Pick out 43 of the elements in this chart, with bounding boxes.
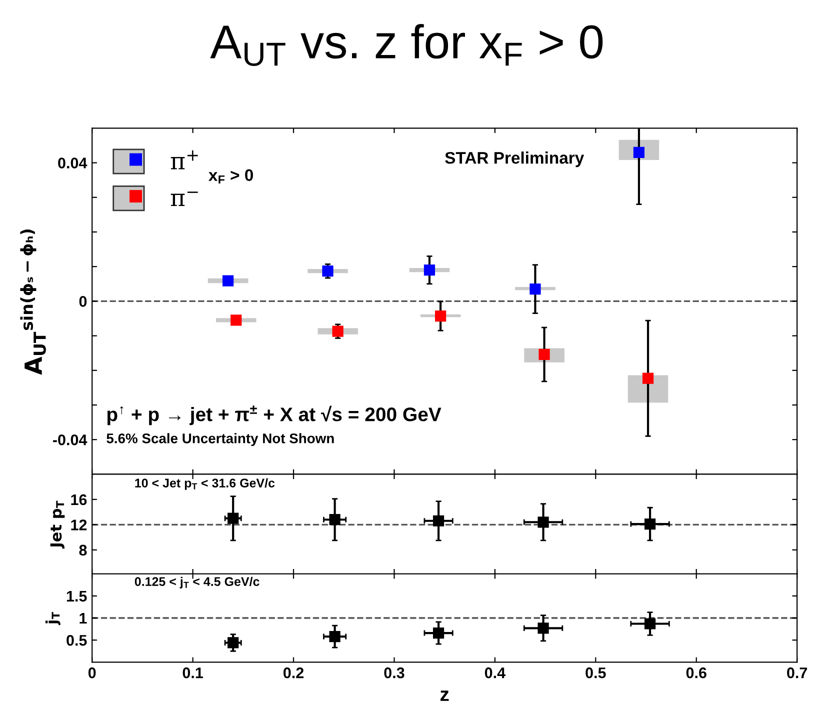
legend-label: π$^{−}$ (170, 192, 198, 206)
y-tick-label: 1 (80, 613, 87, 624)
point (329, 631, 340, 642)
point (228, 637, 239, 648)
annotation: 5.6% Scale Uncertainty Not Shown (106, 433, 334, 446)
x-tick-label: 0 (88, 667, 96, 678)
annotation: STAR Preliminary (445, 152, 584, 168)
annotation: 10 < Jet p$_{T}$ < 31.6 GeV/c (135, 478, 275, 490)
y-tick-label: 1.5 (66, 590, 87, 602)
y-tick-label: 0.04 (58, 158, 88, 168)
x-tick-label: 0.4 (484, 667, 506, 678)
y-axis-title: Jet p$_{T}$ (50, 500, 65, 549)
y-axis-title: j$_{T}$ (45, 612, 60, 626)
point (530, 284, 541, 295)
y-tick-label: 0.5 (66, 634, 87, 646)
x-tick-label: 0.7 (787, 667, 808, 678)
point (538, 622, 549, 634)
y-axis-title: A$_{UT}$$^{sin(ϕₛ−ϕₕ)}$ (20, 230, 46, 375)
y-tick-label: 12 (71, 520, 87, 530)
x-axis-title: z (440, 690, 449, 701)
annotation: x$_{F}$ > 0 (208, 169, 253, 184)
point (322, 266, 334, 277)
x-tick-label: 0.6 (686, 667, 706, 678)
y-tick-label: 16 (71, 494, 87, 506)
y-tick-label: -0.04 (53, 434, 88, 446)
x-tick-label: 0.5 (586, 667, 606, 678)
point (644, 618, 656, 630)
point (222, 275, 234, 286)
x-tick-label: 0.2 (284, 667, 304, 678)
y-tick-label: 8 (79, 544, 87, 556)
chart-title: A$_{UT}$ vs. z for x$_{F}$ > 0 (210, 24, 603, 66)
point (432, 627, 444, 639)
point (332, 326, 344, 337)
point (424, 264, 436, 276)
x-tick-label: 0.1 (182, 667, 203, 678)
x-tick-label: 0.3 (384, 667, 404, 678)
point (435, 310, 446, 322)
point (230, 314, 242, 326)
annotation: 0.125 < j$_{T}$ < 4.5 GeV/c (134, 576, 260, 588)
annotation: p$^{↑}$ + p → jet + π$^{±}$ + X at √s = 200 GeV (107, 405, 442, 426)
y-tick-label: 0 (79, 296, 87, 307)
legend-label: π$^{+}$ (170, 150, 198, 170)
point (642, 372, 654, 384)
